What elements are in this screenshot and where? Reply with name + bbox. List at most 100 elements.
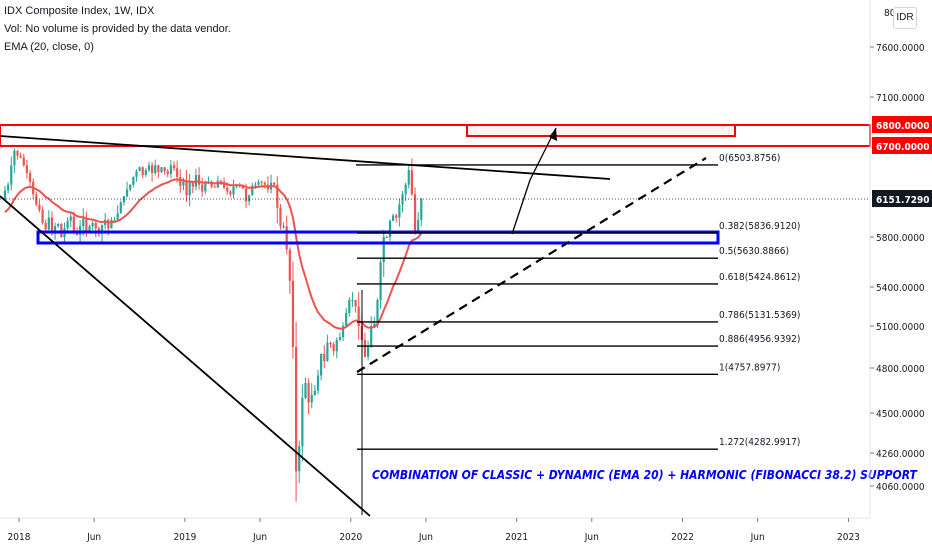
- projection-arrowhead: [549, 128, 557, 141]
- fib-level-label: 0.786(5131.5369): [719, 310, 800, 321]
- projection-path: [511, 127, 557, 235]
- fib-level-label: 1(4757.8977): [719, 362, 780, 373]
- candle-body: [169, 165, 172, 175]
- candle-body: [129, 184, 132, 190]
- candle-body: [53, 226, 57, 233]
- support-annotation: COMBINATION OF CLASSIC + DYNAMIC (EMA 20…: [372, 468, 918, 482]
- candle-body: [69, 216, 72, 221]
- currency-button[interactable]: IDR: [893, 7, 917, 29]
- x-tick-label: 2018: [8, 532, 31, 543]
- candle-body: [251, 185, 254, 196]
- fib-level-label: 0(6503.8756): [719, 153, 780, 164]
- candle-body: [50, 217, 54, 233]
- y-tick-label: 80: [884, 8, 896, 19]
- price-tag-bg: [872, 137, 932, 154]
- candle-body: [417, 219, 420, 231]
- candle-body: [216, 180, 219, 188]
- y-tick-label: 4500.0000: [876, 409, 925, 420]
- candle-body: [226, 187, 229, 192]
- price-tag-bg: [872, 116, 932, 133]
- candle-body: [407, 170, 410, 185]
- candle-body: [404, 184, 407, 195]
- candle-body: [204, 182, 207, 192]
- candle-body: [354, 300, 357, 307]
- candle-body: [257, 181, 260, 185]
- x-tick-label: 2022: [671, 532, 694, 543]
- candle-body: [110, 219, 113, 229]
- candle-body: [294, 347, 298, 472]
- candle-body: [172, 165, 176, 169]
- candle-body: [22, 157, 25, 166]
- candle-body: [88, 226, 91, 231]
- y-tick-label: 4800.0000: [876, 364, 925, 375]
- x-tick-label: Jun: [750, 532, 765, 543]
- candle-body: [125, 189, 129, 197]
- candle-body: [307, 383, 310, 403]
- drawings-layer: 0(6503.8756) 0.382(5836.9120) 0.5(5630.886…: [0, 124, 918, 517]
- candle-body: [232, 186, 235, 195]
- candle-body: [338, 337, 342, 340]
- candle-body: [35, 194, 38, 205]
- candle-body: [276, 184, 279, 208]
- candle-body: [163, 167, 166, 172]
- candle-body: [263, 182, 266, 185]
- candle-body: [388, 220, 392, 237]
- candle-body: [151, 165, 154, 174]
- candle-body: [379, 262, 382, 300]
- candle-body: [188, 181, 191, 196]
- candle-body: [13, 150, 16, 166]
- legend-volume[interactable]: Vol: No volume is provided by the data v…: [4, 23, 231, 35]
- candle-body: [66, 220, 69, 229]
- candle-body: [210, 181, 213, 187]
- candle-body: [19, 155, 22, 158]
- fib-level-label: 1.272(4282.9917): [719, 437, 800, 448]
- candle-body: [119, 202, 122, 214]
- candle-body: [248, 195, 251, 202]
- candle-body: [323, 354, 326, 361]
- x-tick-label: Jun: [418, 532, 433, 543]
- candle-body: [285, 226, 288, 250]
- candle-body: [413, 194, 417, 231]
- ema-line: [4, 178, 423, 330]
- candle-body: [241, 185, 244, 189]
- candle-body: [132, 176, 135, 185]
- candle-body: [157, 165, 160, 173]
- y-tick-label: 5400.0000: [876, 283, 925, 294]
- candle-body: [260, 181, 263, 183]
- candle-body: [310, 395, 313, 403]
- candle-body: [201, 184, 204, 192]
- candle-body: [28, 173, 32, 182]
- legend-symbol[interactable]: IDX Composite Index, 1W, IDX: [4, 5, 155, 17]
- candle-body: [182, 180, 185, 186]
- upper-trendline: [0, 135, 611, 180]
- legend-ema[interactable]: EMA (20, close, 0): [4, 41, 94, 53]
- candle-body: [282, 226, 285, 228]
- candle-body: [94, 222, 97, 229]
- x-tick-label: 2021: [505, 532, 528, 543]
- candle-body: [401, 194, 404, 205]
- candle-body: [213, 186, 216, 188]
- x-tick-label: Jun: [584, 532, 599, 543]
- y-tick-label: 4060.0000: [876, 482, 925, 493]
- candle-body: [3, 190, 7, 200]
- candle-body: [229, 191, 232, 195]
- candle-body: [291, 280, 295, 347]
- candle-body: [219, 180, 223, 182]
- x-tick-label: 2020: [339, 532, 362, 543]
- price-tag-label: 6800.0000: [876, 121, 930, 132]
- candle-body: [373, 323, 376, 326]
- candle-body: [7, 184, 10, 191]
- candle-body: [326, 342, 329, 361]
- resistance-zone: [0, 124, 871, 147]
- candle-body: [179, 176, 182, 186]
- candle-body: [298, 446, 301, 472]
- x-tick-label: 2023: [837, 532, 860, 543]
- candle-body: [410, 170, 413, 195]
- candle-body: [223, 181, 226, 188]
- y-tick-label: 7100.0000: [876, 93, 925, 104]
- candle-body: [197, 175, 201, 185]
- candle-body: [363, 340, 367, 357]
- candle-body: [366, 345, 370, 357]
